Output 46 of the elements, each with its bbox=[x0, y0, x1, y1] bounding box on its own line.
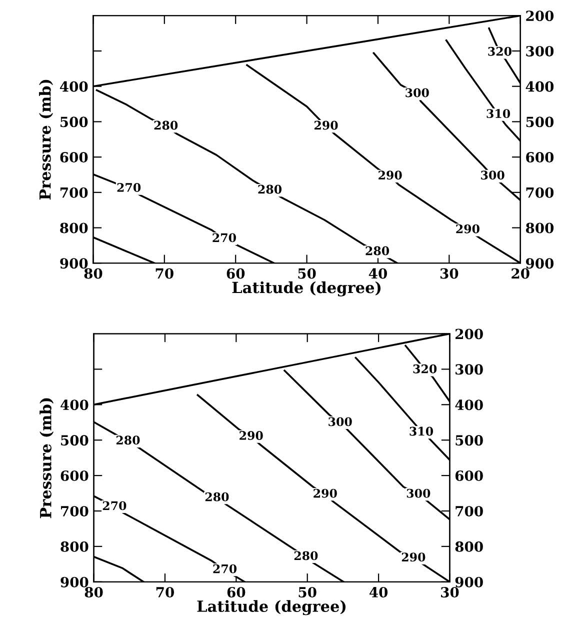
x-tick-label: 50 bbox=[298, 268, 316, 279]
y2-tick-label: 500 bbox=[456, 435, 483, 446]
y2-tick-label: 700 bbox=[456, 506, 483, 516]
x-tick-label: 60 bbox=[226, 268, 245, 279]
y-tick-label: 800 bbox=[60, 541, 88, 552]
x-tick-label: 80 bbox=[84, 586, 103, 598]
x-tick-label: 30 bbox=[441, 586, 459, 598]
y-tick-label: 400 bbox=[60, 81, 88, 92]
y2-tick-label: 700 bbox=[526, 187, 554, 198]
x-tick-label: 80 bbox=[84, 268, 102, 279]
y2-tick-label: 300 bbox=[456, 364, 483, 375]
y2-tick-label: 600 bbox=[455, 470, 483, 482]
y2-tick-label: 200 bbox=[456, 328, 483, 340]
y2-tick-label: 900 bbox=[526, 258, 554, 269]
y-tick-label: 700 bbox=[60, 187, 88, 198]
x-tick-label: 50 bbox=[298, 586, 316, 598]
y2-tick-label: 600 bbox=[526, 152, 554, 163]
y-axis-title: Pressure (mb) bbox=[39, 80, 54, 200]
x-axis-title: Latitude (degree) bbox=[197, 600, 346, 616]
x-tick-label: 70 bbox=[156, 268, 174, 279]
x-tick-label: 40 bbox=[369, 586, 388, 598]
y2-tick-label: 400 bbox=[455, 400, 483, 410]
y2-tick-label: 900 bbox=[455, 576, 483, 588]
x-tick-label: 40 bbox=[368, 268, 387, 279]
y-tick-label: 900 bbox=[60, 258, 88, 269]
y2-tick-label: 500 bbox=[526, 116, 554, 128]
annotation: 310 bbox=[486, 109, 510, 118]
x-tick-label: 60 bbox=[227, 586, 246, 598]
y-axis-title: Pressure (mb) bbox=[40, 398, 54, 518]
y2-tick-label: 800 bbox=[526, 222, 554, 234]
y-tick-label: 700 bbox=[61, 506, 88, 516]
y2-tick-label: 800 bbox=[455, 541, 483, 552]
x-axis-title: Latitude (degree) bbox=[232, 281, 381, 296]
y2-tick-label: 200 bbox=[526, 10, 554, 22]
y-tick-label: 800 bbox=[60, 222, 88, 234]
x-tick-label: 30 bbox=[440, 268, 458, 279]
x-tick-label: 20 bbox=[512, 268, 530, 279]
y-tick-label: 500 bbox=[60, 116, 88, 128]
y2-tick-label: 300 bbox=[526, 46, 554, 56]
y2-tick-label: 400 bbox=[526, 81, 554, 92]
y-tick-label: 900 bbox=[60, 576, 88, 588]
y-tick-label: 400 bbox=[60, 400, 88, 410]
y-tick-label: 500 bbox=[61, 435, 88, 446]
x-tick-label: 70 bbox=[156, 586, 174, 598]
y-tick-label: 600 bbox=[60, 470, 88, 482]
y-tick-label: 600 bbox=[60, 152, 88, 163]
